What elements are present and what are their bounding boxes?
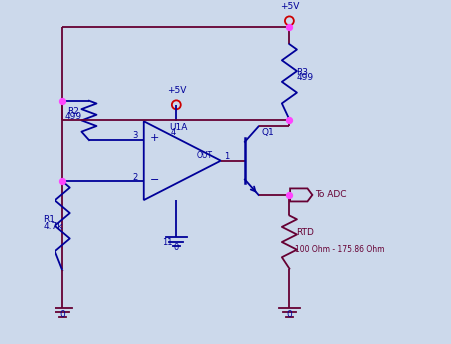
Point bbox=[59, 179, 66, 184]
Text: 0: 0 bbox=[59, 310, 65, 319]
Text: Q1: Q1 bbox=[262, 128, 274, 137]
Text: +: + bbox=[150, 133, 159, 143]
Text: 4: 4 bbox=[170, 128, 175, 137]
Text: 499: 499 bbox=[65, 112, 82, 121]
Point bbox=[285, 24, 292, 30]
Text: +5V: +5V bbox=[166, 86, 186, 95]
Point bbox=[285, 192, 292, 198]
Text: 499: 499 bbox=[295, 74, 313, 83]
Text: R3: R3 bbox=[295, 68, 308, 77]
Text: −: − bbox=[150, 174, 159, 184]
Text: RTD: RTD bbox=[295, 227, 313, 237]
Text: R1: R1 bbox=[43, 215, 55, 224]
Point bbox=[285, 117, 292, 122]
Text: U1A: U1A bbox=[169, 123, 187, 132]
Text: 0: 0 bbox=[173, 243, 179, 252]
Text: 3: 3 bbox=[132, 131, 137, 140]
Point bbox=[59, 98, 66, 104]
Text: OUT: OUT bbox=[196, 151, 212, 160]
Text: 11: 11 bbox=[162, 238, 172, 247]
Text: +5V: +5V bbox=[279, 2, 299, 11]
Text: 2: 2 bbox=[132, 172, 137, 182]
Text: 0: 0 bbox=[286, 310, 292, 319]
Text: 1: 1 bbox=[223, 152, 228, 161]
Text: 100 Ohm - 175.86 Ohm: 100 Ohm - 175.86 Ohm bbox=[294, 245, 383, 254]
Text: R2: R2 bbox=[67, 107, 79, 116]
Text: 4.7k: 4.7k bbox=[43, 222, 63, 230]
Text: To ADC: To ADC bbox=[314, 191, 346, 200]
